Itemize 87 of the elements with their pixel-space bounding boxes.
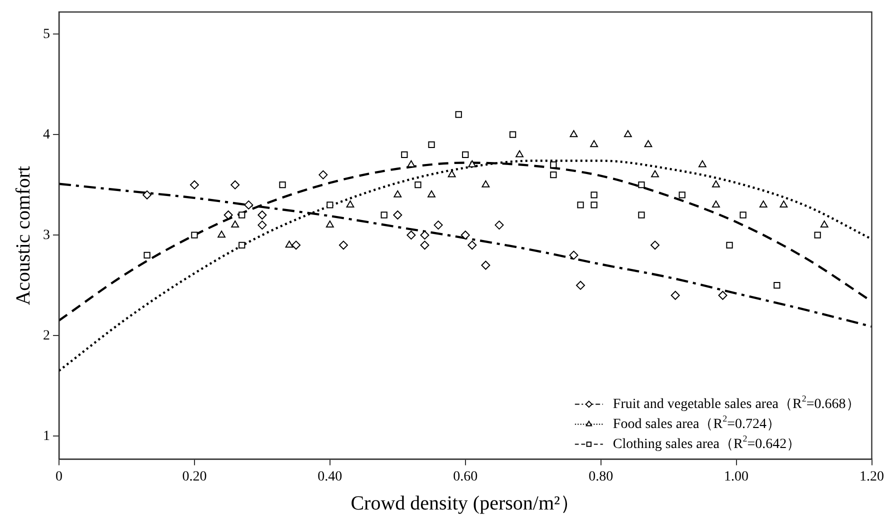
point [394,190,402,198]
y-tick-label: 1 [43,428,50,444]
point [191,232,198,238]
point [550,161,557,168]
point [550,171,557,178]
x-tick-label: 0.40 [318,469,342,484]
point [230,180,240,190]
point [774,282,780,289]
x-tick-label: 0.20 [182,469,207,484]
point [448,170,456,178]
x-tick-label: 0.80 [588,469,614,484]
point [406,230,416,240]
point [718,290,728,300]
x-axis-title: Crowd density (person/m²） [350,492,580,514]
point [577,202,584,208]
point [326,220,334,228]
x-tick-label: 1.00 [724,469,749,484]
point [468,240,477,250]
point [468,160,476,168]
point [460,230,470,240]
point [393,210,402,220]
point [481,260,490,270]
y-tick-label: 4 [43,127,50,142]
point [569,250,578,260]
point [258,220,267,230]
point [238,242,246,248]
point [638,182,645,188]
point [509,131,516,138]
point [670,290,680,300]
point [338,240,348,250]
point [231,220,240,228]
y-tick-label: 5 [43,26,50,42]
point [651,170,659,178]
point [142,190,152,200]
point [482,180,490,188]
point [814,232,821,238]
point [516,150,524,158]
point [420,230,430,240]
y-axis-title: Acoustic comfort [12,165,34,306]
point [292,240,301,250]
point [590,140,598,148]
point [428,190,436,198]
point [218,230,226,238]
point [644,140,652,148]
point [190,180,199,190]
point [590,202,598,208]
point [318,170,328,180]
point [420,240,430,250]
point [624,130,632,138]
point [455,111,462,118]
point [712,200,720,208]
point [462,151,469,158]
point [678,192,686,198]
point [244,200,254,210]
x-tick-label: 0.60 [453,469,478,484]
y-tick-label: 3 [43,228,50,243]
point [434,220,443,230]
point [346,200,354,208]
point [285,240,294,248]
point [407,160,416,168]
y-tick-label: 2 [43,328,50,344]
point [698,160,706,168]
point [820,220,828,228]
x-tick-label: 0 [56,469,62,484]
point [224,210,233,220]
point [414,182,422,188]
point [279,182,286,188]
x-tick-label: 1.20 [860,469,884,484]
point [238,212,246,218]
point [740,212,746,218]
point [494,220,504,230]
point [590,192,598,198]
point [638,212,645,218]
point [326,202,334,208]
point [428,141,435,148]
point [570,130,578,138]
point [726,242,733,248]
point [144,252,150,259]
point [576,280,586,290]
point [759,200,768,208]
point [258,210,267,220]
point [380,212,388,218]
line-series [59,160,872,372]
point [712,180,720,188]
point [780,200,788,208]
point [650,240,660,250]
point [401,151,408,158]
